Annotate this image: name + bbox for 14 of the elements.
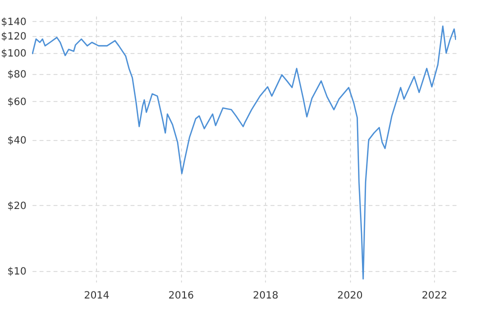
line-series [32, 25, 456, 280]
x-tick-label: 2014 [84, 290, 110, 302]
y-tick-label: $40 [7, 135, 26, 146]
x-tick-label: 2020 [337, 290, 363, 302]
y-tick-label: $10 [7, 266, 26, 278]
x-tick-label: 2022 [422, 290, 448, 302]
y-tick-label: $20 [7, 200, 26, 212]
x-tick-label: 2016 [168, 290, 194, 302]
y-tick-label: $120 [1, 31, 26, 42]
x-tick-label: 2018 [252, 290, 278, 302]
y-tick-label: $140 [1, 16, 26, 28]
y-tick-label: $60 [7, 96, 26, 108]
y-tick-label: $80 [7, 70, 26, 81]
y-tick-label: $100 [1, 48, 26, 60]
